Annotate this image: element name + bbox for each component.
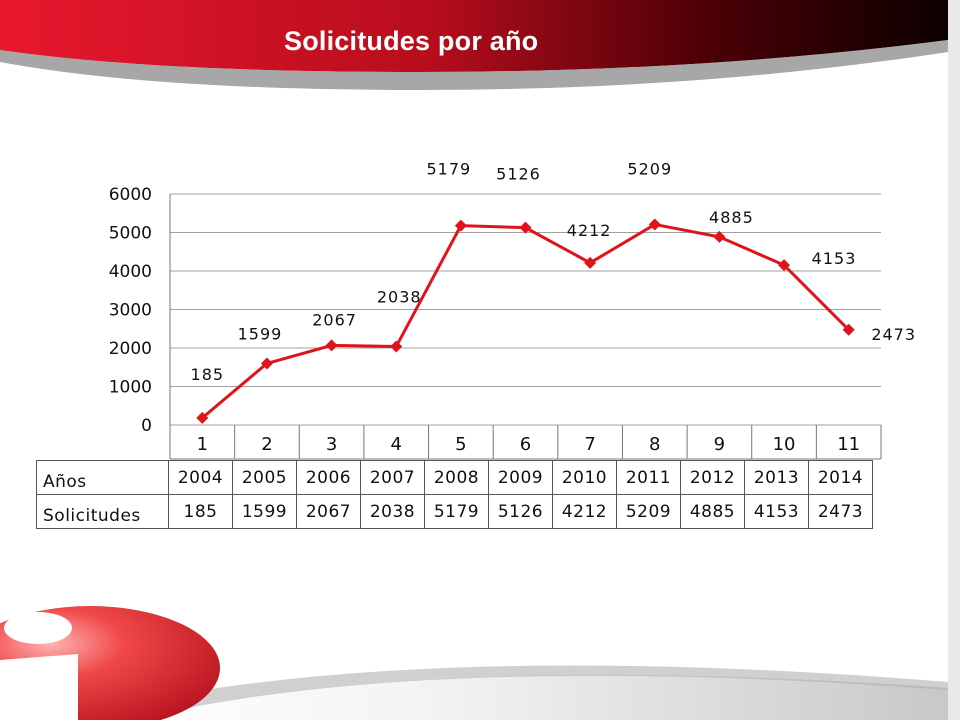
table-cell-year: 2007 bbox=[360, 460, 425, 495]
data-label: 2067 bbox=[312, 310, 357, 329]
data-label: 4153 bbox=[812, 249, 857, 268]
data-label: 1599 bbox=[238, 324, 283, 343]
data-table: Años 2004 2005 2006 2007 2008 2009 2010 2011 201… bbox=[36, 460, 873, 529]
y-tick-label: 4000 bbox=[109, 262, 152, 282]
table-cell-solicitudes: 4885 bbox=[680, 494, 745, 529]
x-tick-label: 9 bbox=[714, 434, 725, 455]
data-label: 2038 bbox=[377, 288, 422, 307]
header-band bbox=[0, 0, 948, 72]
table-cell-year: 2009 bbox=[488, 460, 553, 495]
table-cell-solicitudes: 5209 bbox=[616, 494, 681, 529]
table-cell-year: 2008 bbox=[424, 460, 489, 495]
y-tick-label: 5000 bbox=[109, 224, 152, 244]
table-cell-solicitudes: 5179 bbox=[424, 494, 489, 529]
header-swoosh bbox=[0, 40, 948, 90]
table-cell-solicitudes: 1599 bbox=[232, 494, 297, 529]
y-axis-ticks: 0 1000 2000 3000 4000 5000 6000 bbox=[109, 185, 152, 436]
data-label: 4212 bbox=[567, 221, 612, 240]
data-point-marker bbox=[519, 221, 532, 234]
x-tick-label: 7 bbox=[584, 434, 595, 455]
data-label: 5179 bbox=[427, 160, 472, 179]
table-cell-year: 2013 bbox=[744, 460, 809, 495]
row-header-years: Años bbox=[36, 460, 169, 495]
red-sphere-logo bbox=[0, 606, 220, 724]
data-label: 5209 bbox=[627, 159, 672, 178]
chart-grid bbox=[169, 193, 882, 460]
x-tick-label: 10 bbox=[773, 434, 796, 455]
table-cell-solicitudes: 2067 bbox=[296, 494, 361, 529]
x-tick-label: 3 bbox=[326, 434, 337, 455]
y-tick-label: 0 bbox=[141, 416, 152, 436]
x-tick-label: 1 bbox=[197, 434, 208, 455]
data-point-marker bbox=[713, 230, 726, 243]
data-point-marker bbox=[778, 259, 791, 272]
table-cell-solicitudes: 4212 bbox=[552, 494, 617, 529]
x-tick-label: 6 bbox=[520, 434, 531, 455]
table-cell-year: 2012 bbox=[680, 460, 745, 495]
table-cell-year: 2004 bbox=[168, 460, 233, 495]
x-tick-label: 2 bbox=[261, 434, 272, 455]
x-tick-label: 5 bbox=[455, 434, 466, 455]
y-tick-label: 1000 bbox=[109, 378, 152, 398]
x-tick-label: 11 bbox=[837, 434, 860, 455]
x-tick-label: 4 bbox=[391, 434, 402, 455]
series-line bbox=[201, 222, 850, 420]
data-point-marker bbox=[842, 323, 855, 336]
y-tick-label: 6000 bbox=[109, 185, 152, 205]
table-cell-year: 2005 bbox=[232, 460, 297, 495]
data-labels: 185 1599 2067 2038 5179 5126 4212 5209 4885 4153 2… bbox=[191, 159, 916, 384]
data-label: 2473 bbox=[871, 325, 916, 344]
y-tick-label: 3000 bbox=[109, 301, 152, 321]
table-cell-year: 2006 bbox=[296, 460, 361, 495]
table-row-years: Años 2004 2005 2006 2007 2008 2009 2010 2011 201… bbox=[36, 460, 873, 495]
data-point-marker bbox=[648, 218, 661, 231]
page-title: Solicitudes por año bbox=[284, 26, 539, 56]
table-cell-year: 2011 bbox=[616, 460, 681, 495]
table-cell-solicitudes: 4153 bbox=[744, 494, 809, 529]
table-cell-year: 2014 bbox=[808, 460, 873, 495]
footer-band bbox=[120, 674, 948, 720]
series-markers bbox=[196, 218, 855, 424]
data-point-marker bbox=[454, 219, 467, 232]
y-tick-label: 2000 bbox=[109, 339, 152, 359]
x-tick-label: 8 bbox=[649, 434, 660, 455]
row-header-solicitudes: Solicitudes bbox=[36, 494, 169, 529]
data-point-marker bbox=[325, 339, 338, 352]
table-cell-solicitudes: 2473 bbox=[808, 494, 873, 529]
data-label: 5126 bbox=[496, 165, 541, 184]
x-axis-ticks: 1 2 3 4 5 6 7 8 9 10 11 bbox=[197, 425, 860, 459]
table-row-solicitudes: Solicitudes 185 1599 2067 2038 5179 5126 4212 5… bbox=[36, 494, 873, 529]
data-label: 4885 bbox=[709, 208, 754, 227]
table-cell-year: 2010 bbox=[552, 460, 617, 495]
table-cell-solicitudes: 185 bbox=[168, 494, 233, 529]
data-point-marker bbox=[390, 340, 403, 353]
data-point-marker bbox=[196, 411, 209, 424]
data-label: 185 bbox=[191, 365, 225, 384]
table-cell-solicitudes: 5126 bbox=[488, 494, 553, 529]
data-point-marker bbox=[584, 256, 597, 269]
data-point-marker bbox=[260, 357, 273, 370]
table-cell-solicitudes: 2038 bbox=[360, 494, 425, 529]
